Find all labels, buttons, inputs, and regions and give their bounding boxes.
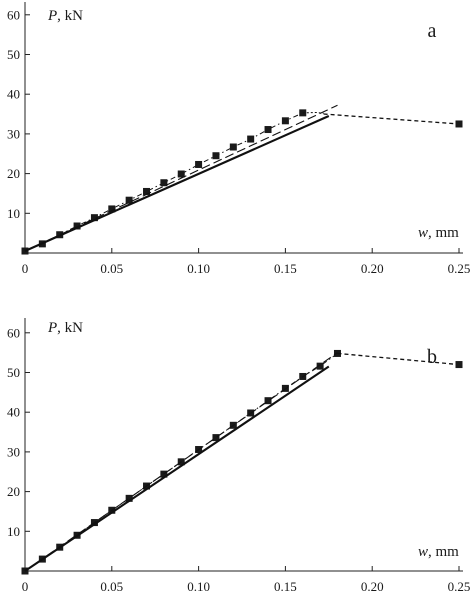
data-point-marker: [177, 170, 185, 178]
y-axis-unit: , kN: [57, 320, 83, 336]
series-line-dotted-continuation: [302, 111, 324, 114]
x-axis-unit: , mm: [428, 225, 459, 241]
x-tick-label: 0.15: [274, 579, 297, 594]
x-tick-label: 0.10: [187, 579, 210, 594]
data-point-marker: [281, 117, 289, 125]
data-point-marker: [143, 187, 151, 195]
data-point-marker: [229, 143, 237, 151]
data-point-marker: [455, 361, 463, 369]
data-point-marker: [299, 109, 307, 117]
y-tick-label: 60: [7, 7, 20, 22]
x-tick-label: 0.25: [448, 579, 471, 594]
panel-letter: a: [428, 20, 437, 42]
y-tick-label: 10: [7, 524, 20, 539]
data-point-marker: [160, 179, 168, 187]
y-tick-label: 30: [7, 126, 20, 141]
y-tick-label: 40: [7, 87, 20, 102]
series-line-solid: [24, 115, 330, 252]
data-point-marker: [195, 160, 203, 168]
y-tick-label: 30: [7, 444, 20, 459]
data-point-marker: [212, 152, 220, 160]
x-axis-title: w, mm: [418, 544, 459, 560]
data-point-marker: [264, 126, 272, 134]
x-tick-label: 0.05: [100, 579, 123, 594]
x-tick-label: 0.05: [100, 261, 123, 276]
series-line-dashed-long: [24, 104, 338, 252]
panel-b: 10 20 30 40 50 60 0 0.05 0.10 0.15 0.20 0.25 P, kN w,…: [7, 318, 470, 594]
x-tick-label: 0: [22, 261, 29, 276]
x-tick-label: 0.15: [274, 261, 297, 276]
x-tick-label: 0.10: [187, 261, 210, 276]
data-point-marker: [73, 222, 81, 230]
data-point-marker: [125, 196, 133, 204]
y-tick-label: 10: [7, 206, 20, 221]
data-point-marker: [90, 214, 98, 222]
y-tick-label: 60: [7, 325, 20, 340]
data-point-marker: [21, 247, 29, 255]
y-tick-label: 40: [7, 405, 20, 420]
x-axis-var: w: [418, 544, 428, 560]
series-line-solid: [24, 365, 330, 572]
x-axis-title: w, mm: [418, 225, 459, 241]
y-axis-unit: , kN: [57, 8, 83, 24]
data-point-marker: [333, 349, 341, 357]
y-axis-title: P, kN: [47, 320, 83, 336]
x-tick-label: 0.20: [361, 579, 384, 594]
data-point-marker: [264, 397, 272, 405]
y-tick-label: 50: [7, 47, 20, 62]
x-tick-label: 0.25: [448, 261, 471, 276]
series-line-dashed-post-peak: [337, 352, 460, 366]
data-point-marker: [455, 120, 463, 128]
data-point-marker: [247, 135, 255, 143]
x-tick-label: 0.20: [361, 261, 384, 276]
y-tick-label: 50: [7, 365, 20, 380]
y-axis-var: P: [47, 320, 57, 336]
data-point-marker: [316, 362, 324, 370]
y-tick-label: 20: [7, 484, 20, 499]
x-tick-label: 0: [22, 579, 29, 594]
panel-a: 10 20 30 40 50 60 0 0.05 0.10 0.15 0.20 0.25 P, kN w,…: [7, 2, 470, 276]
series-line-dashed-post-peak: [323, 113, 460, 125]
panel-letter: b: [427, 346, 437, 368]
y-axis-var: P: [47, 8, 57, 24]
data-point-marker: [108, 205, 116, 213]
x-axis-var: w: [418, 225, 428, 241]
data-point-marker: [125, 494, 133, 502]
x-axis-unit: , mm: [428, 544, 459, 560]
data-point-marker: [212, 434, 220, 442]
y-tick-label: 20: [7, 166, 20, 181]
y-axis-title: P, kN: [47, 8, 83, 24]
series-line-dashed-long: [24, 352, 338, 572]
